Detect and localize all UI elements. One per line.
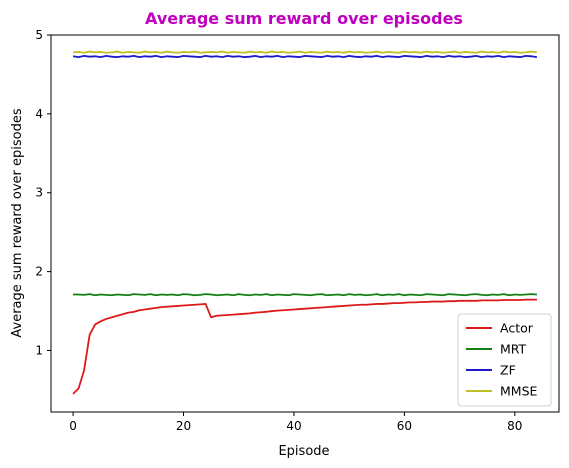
- legend-label: MRT: [500, 342, 527, 357]
- chart-title: Average sum reward over episodes: [145, 9, 463, 28]
- axis-ticks: 0 20 40 60 80 1 2 3 4 5: [35, 28, 522, 433]
- series-line-actor: [72, 298, 537, 395]
- x-tick-label: 20: [176, 419, 191, 433]
- series-line-zf: [72, 55, 538, 58]
- legend-box: [457, 313, 552, 407]
- legend: Actor MRT ZF MMSE: [457, 313, 552, 407]
- x-tick-label: 0: [69, 419, 77, 433]
- y-tick-label: 4: [35, 107, 43, 121]
- plot-frame: [50, 34, 560, 413]
- series-lines: [72, 50, 538, 395]
- y-tick-label: 3: [35, 186, 43, 200]
- y-tick-label: 5: [35, 28, 43, 42]
- x-tick-label: 40: [286, 419, 301, 433]
- legend-label: MMSE: [500, 384, 538, 399]
- legend-label: ZF: [500, 363, 516, 378]
- y-axis-label: Average sum reward over episodes: [10, 108, 25, 337]
- series-line-mmse: [73, 50, 538, 54]
- x-axis-label: Episode: [278, 444, 329, 459]
- x-tick-label: 80: [507, 419, 522, 433]
- legend-label: Actor: [500, 321, 534, 336]
- x-tick-label: 60: [397, 419, 412, 433]
- y-tick-label: 1: [35, 343, 43, 357]
- y-tick-label: 2: [35, 265, 43, 279]
- series-line-mrt: [73, 293, 537, 297]
